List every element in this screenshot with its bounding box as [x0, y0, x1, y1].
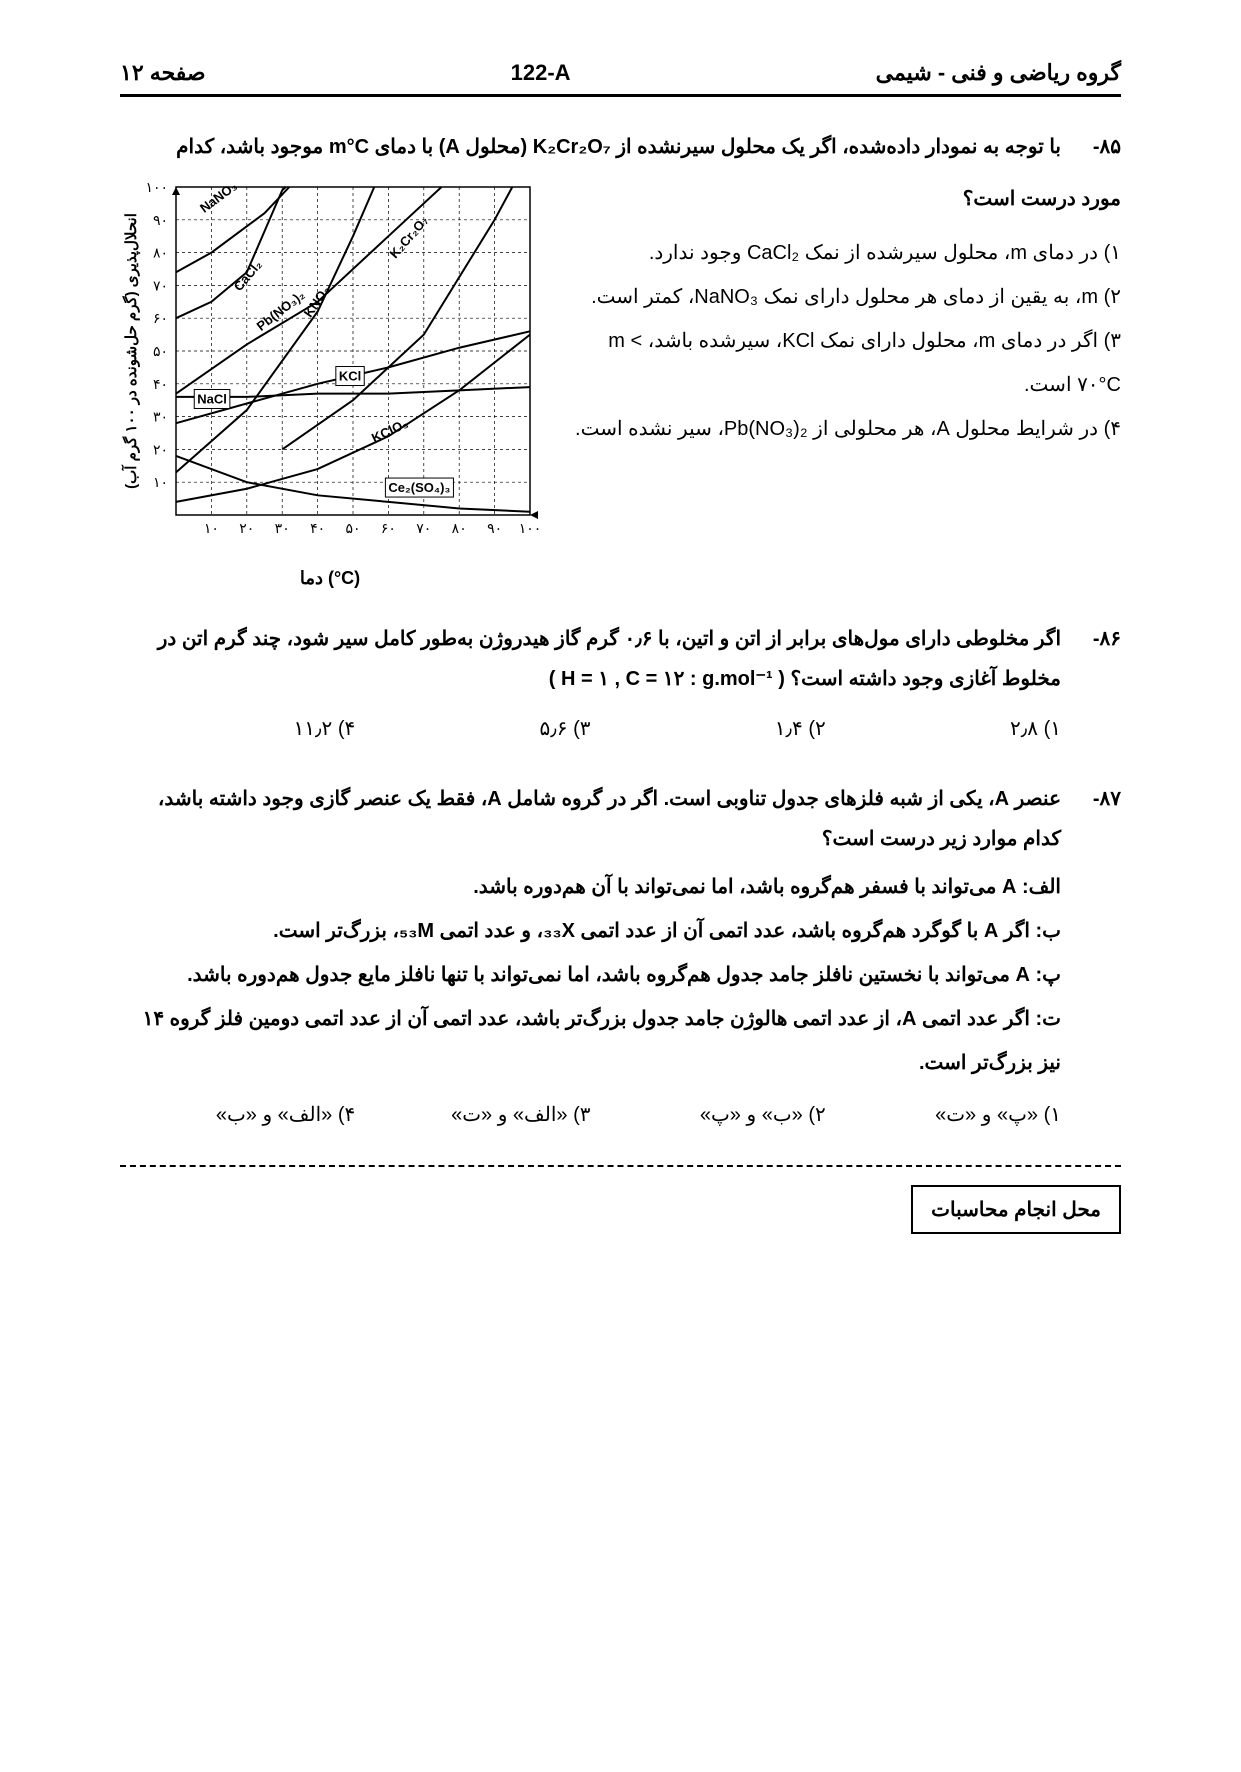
svg-text:۸۰: ۸۰ — [452, 520, 467, 536]
q87-st-b: ب: اگر A با گوگرد هم‌گروه باشد، عدد اتمی… — [120, 909, 1061, 953]
q86-opt2: ۲) ۱٫۴ — [591, 709, 826, 749]
header-right: گروه ریاضی و فنی - شیمی — [876, 60, 1121, 86]
q85-opt4: ۴) در شرایط محلول A، هر محلولی از Pb(NO₃… — [560, 407, 1121, 451]
svg-text:۱۰۰: ۱۰۰ — [519, 520, 540, 536]
svg-text:۱۰: ۱۰ — [204, 520, 219, 536]
q86-stem2: مخلوط آغازی وجود داشته است؟ ( H = ۱ , C … — [120, 659, 1061, 699]
q87-statements: الف: A می‌تواند با فسفر هم‌گروه باشد، ام… — [120, 865, 1061, 1085]
svg-text:۴۰: ۴۰ — [310, 520, 325, 536]
q85-body: مورد درست است؟ ۱) در دمای m، محلول سیرشد… — [120, 177, 1121, 589]
svg-text:۶۰: ۶۰ — [381, 520, 396, 536]
svg-text:۷۰: ۷۰ — [416, 520, 431, 536]
svg-text:۲۰: ۲۰ — [239, 520, 254, 536]
svg-text:۵۰: ۵۰ — [153, 343, 168, 359]
dash-divider — [120, 1165, 1121, 1167]
qnum-85: ۸۵- — [1061, 127, 1121, 167]
q86-options: ۱) ۲٫۸ ۲) ۱٫۴ ۳) ۵٫۶ ۴) ۱۱٫۲ — [120, 709, 1061, 749]
q87-st-a: الف: A می‌تواند با فسفر هم‌گروه باشد، ام… — [120, 865, 1061, 909]
svg-text:۳۰: ۳۰ — [153, 409, 168, 425]
q87-stem: عنصر A، یکی از شبه فلزهای جدول تناوبی اس… — [120, 779, 1061, 819]
svg-text:Ce₂(SO₄)₃: Ce₂(SO₄)₃ — [388, 480, 450, 495]
q87-opt2: ۲) «ب» و «پ» — [591, 1095, 826, 1135]
svg-text:۵۰: ۵۰ — [345, 520, 360, 536]
svg-text:NaCl: NaCl — [197, 391, 227, 406]
calc-box: محل انجام محاسبات — [911, 1185, 1121, 1234]
svg-text:KCl: KCl — [339, 369, 361, 384]
q85-options: مورد درست است؟ ۱) در دمای m، محلول سیرشد… — [560, 177, 1121, 589]
q86-opt1: ۱) ۲٫۸ — [826, 709, 1061, 749]
page-header: گروه ریاضی و فنی - شیمی 122-A صفحه ۱۲ — [120, 60, 1121, 97]
svg-text:۱۰: ۱۰ — [153, 474, 168, 490]
page: گروه ریاضی و فنی - شیمی 122-A صفحه ۱۲ ۸۵… — [0, 0, 1241, 1274]
header-center: 122-A — [511, 60, 571, 86]
solubility-chart: ۱۰ ۲۰ ۳۰ ۴۰ ۵۰ ۶۰ ۷۰ ۸۰ ۹۰ ۱۰۰ ۱۰ ۲۰ ۳۰ ۴۰ ۵۰ ۶۰ ۷۰ ۸۰ ۹۰ ۱… — [120, 177, 540, 589]
q87-options: ۱) «پ» و «ت» ۲) «ب» و «پ» ۳) «الف» و «ت»… — [120, 1095, 1061, 1135]
svg-text:۲۰: ۲۰ — [153, 441, 168, 457]
q87-opt3: ۳) «الف» و «ت» — [355, 1095, 590, 1135]
q87-opt4: ۴) «الف» و «ب» — [120, 1095, 355, 1135]
question-87: ۸۷- عنصر A، یکی از شبه فلزهای جدول تناوب… — [120, 779, 1121, 1135]
svg-text:۷۰: ۷۰ — [153, 277, 168, 293]
question-85: ۸۵- با توجه به نمودار داده‌شده، اگر یک م… — [120, 127, 1121, 167]
svg-text:۹۰: ۹۰ — [153, 212, 168, 228]
q86-opt3: ۳) ۵٫۶ — [355, 709, 590, 749]
svg-text:۱۰۰: ۱۰۰ — [145, 179, 168, 195]
header-left: صفحه ۱۲ — [120, 60, 206, 86]
svg-text:۴۰: ۴۰ — [153, 376, 168, 392]
qstem-85: با توجه به نمودار داده‌شده، اگر یک محلول… — [120, 127, 1061, 167]
q86-opt4: ۴) ۱۱٫۲ — [120, 709, 355, 749]
svg-text:۹۰: ۹۰ — [487, 520, 502, 536]
q87-opt1: ۱) «پ» و «ت» — [826, 1095, 1061, 1135]
q87-st-t2: نیز بزرگ‌تر است. — [120, 1041, 1061, 1085]
q85-lead: مورد درست است؟ — [560, 177, 1121, 221]
question-86: ۸۶- اگر مخلوطی دارای مول‌های برابر از ات… — [120, 619, 1121, 749]
svg-text:۸۰: ۸۰ — [153, 245, 168, 261]
svg-text:انحلال‌پذیری (گرم حل‌شونده در: انحلال‌پذیری (گرم حل‌شونده در ۱۰۰ گرم آب… — [121, 213, 141, 489]
q86-stem: اگر مخلوطی دارای مول‌های برابر از اتن و … — [120, 619, 1061, 659]
q87-st-t: ت: اگر عدد اتمی A، از عدد اتمی هالوژن جا… — [120, 997, 1061, 1041]
qnum-87: ۸۷- — [1061, 779, 1121, 819]
q85-opt2: ۲) m، به یقین از دمای هر محلول دارای نمک… — [560, 275, 1121, 319]
svg-text:۶۰: ۶۰ — [153, 310, 168, 326]
q87-st-p: پ: A می‌تواند با نخستین نافلز جامد جدول … — [120, 953, 1061, 997]
q85-opt3: ۳) اگر در دمای m، محلول دارای نمک KCl، س… — [560, 319, 1121, 407]
svg-text:۳۰: ۳۰ — [275, 520, 290, 536]
chart-svg: ۱۰ ۲۰ ۳۰ ۴۰ ۵۰ ۶۰ ۷۰ ۸۰ ۹۰ ۱۰۰ ۱۰ ۲۰ ۳۰ ۴۰ ۵۰ ۶۰ ۷۰ ۸۰ ۹۰ ۱… — [120, 177, 540, 557]
q85-opt1: ۱) در دمای m، محلول سیرشده از نمک CaCl₂ … — [560, 231, 1121, 275]
chart-xlabel: دما (°C) — [120, 568, 540, 589]
qnum-86: ۸۶- — [1061, 619, 1121, 659]
q87-stem2: کدام موارد زیر درست است؟ — [120, 819, 1061, 859]
